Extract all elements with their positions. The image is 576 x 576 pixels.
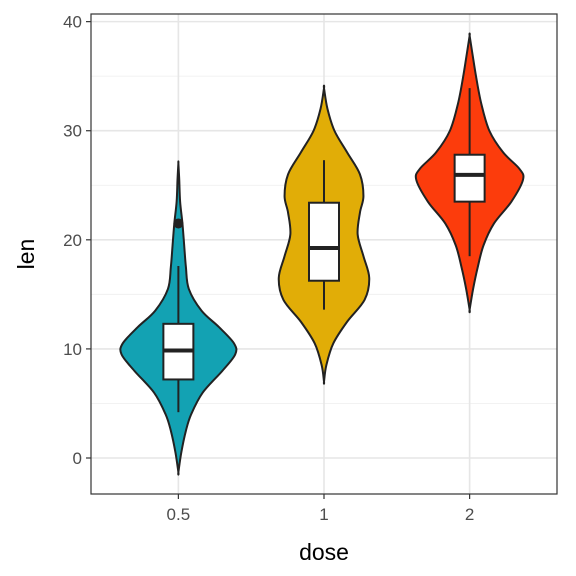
y-tick-label: 10 <box>63 340 82 359</box>
x-tick-label: 0.5 <box>167 505 191 524</box>
y-tick-label: 20 <box>63 231 82 250</box>
x-tick-label: 1 <box>319 505 328 524</box>
axes: 0 10 20 30 40 0.5 1 2 <box>63 13 474 524</box>
y-tick-label: 40 <box>63 13 82 32</box>
y-axis-title: len <box>13 239 39 270</box>
x-axis-title: dose <box>299 539 349 565</box>
y-tick-label: 0 <box>73 449 82 468</box>
box-2 <box>453 153 486 203</box>
x-tick-label: 2 <box>465 505 474 524</box>
outlier-0.5 <box>173 218 184 229</box>
plot-marks <box>119 32 525 476</box>
box-1 <box>308 201 340 282</box>
y-tick-label: 30 <box>63 122 82 141</box>
